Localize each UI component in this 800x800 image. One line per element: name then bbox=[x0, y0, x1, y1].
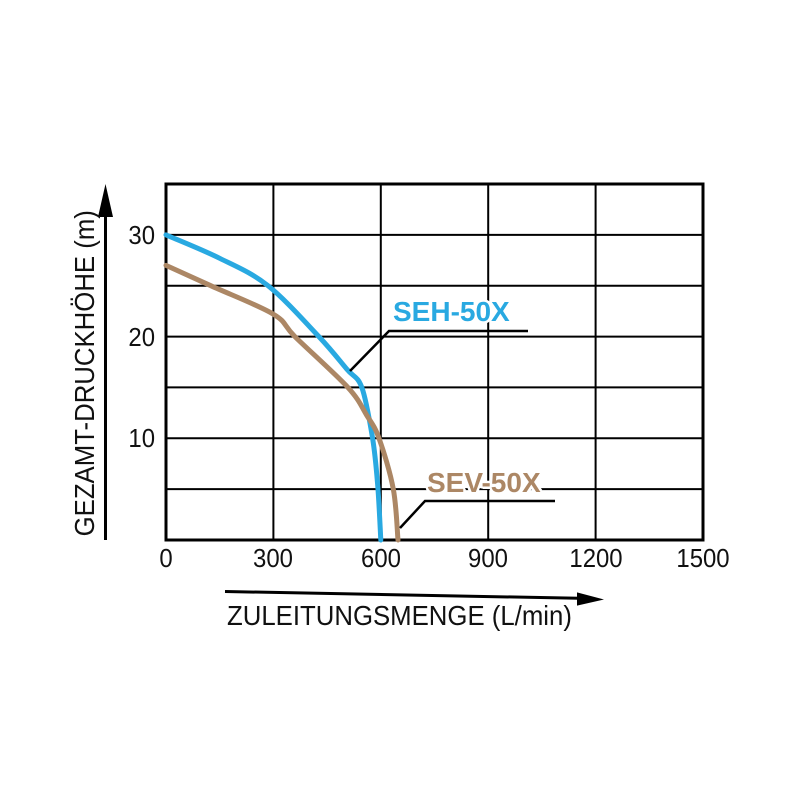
gridlines bbox=[166, 184, 703, 540]
x-tick-label: 0 bbox=[159, 543, 173, 573]
y-tick-label: 10 bbox=[128, 423, 155, 454]
sev-leader-line bbox=[399, 499, 555, 529]
x-tick-label: 900 bbox=[468, 543, 509, 573]
curve-seh-50x bbox=[163, 232, 384, 543]
x-tick-label: 300 bbox=[253, 543, 294, 573]
y-tick-label: 30 bbox=[128, 219, 155, 250]
x-tick-label: 600 bbox=[360, 543, 401, 573]
y-axis-label: GEZAMT-DRUCKHÖHE (m) bbox=[69, 210, 100, 537]
x-tick-label: 1500 bbox=[676, 543, 730, 573]
curve-sev-50x bbox=[163, 262, 401, 543]
x-tick-label: 1200 bbox=[568, 543, 623, 573]
plot-border bbox=[164, 182, 705, 542]
x-axis-arrow-icon bbox=[577, 592, 604, 606]
y-tick-label: 20 bbox=[128, 321, 155, 352]
y-axis-arrow-icon bbox=[98, 184, 113, 217]
x-axis-label: ZULEITUNGSMENGE (L/min) bbox=[227, 600, 572, 631]
curves bbox=[163, 232, 401, 543]
series-label-sev-50x: SEV-50X bbox=[427, 467, 541, 498]
series-label-seh-50x: SEH-50X bbox=[393, 296, 510, 327]
x-axis-arrow-shaft bbox=[224, 590, 580, 600]
seh-leader-line bbox=[349, 329, 528, 372]
